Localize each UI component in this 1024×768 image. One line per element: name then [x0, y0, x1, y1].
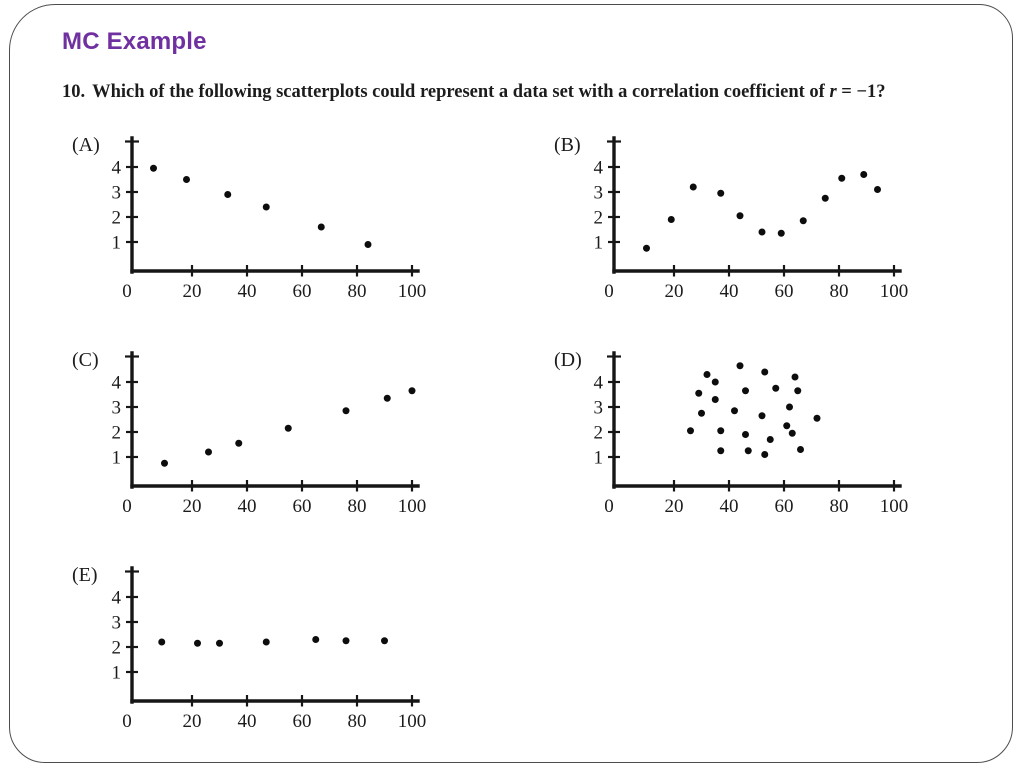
- svg-text:100: 100: [398, 711, 427, 732]
- svg-text:80: 80: [348, 711, 367, 732]
- svg-text:100: 100: [398, 281, 427, 302]
- scatterplot-b: (B) 1 2 3 4 0 20 40 60 80 100: [544, 130, 916, 312]
- svg-text:80: 80: [348, 281, 367, 302]
- svg-text:4: 4: [112, 588, 122, 609]
- svg-text:40: 40: [720, 496, 739, 517]
- scatterplot-e: (E) 1 2 3 4 0 20 40 60 80 100: [62, 560, 434, 742]
- svg-text:100: 100: [880, 281, 909, 302]
- svg-text:1: 1: [112, 663, 122, 684]
- page-title: MC Example: [62, 28, 207, 55]
- svg-text:60: 60: [293, 711, 312, 732]
- svg-text:2: 2: [594, 423, 604, 444]
- scatterplot-e-label: (E): [72, 564, 98, 586]
- scatterplot-c: (C) 1 2 3 4 0 20 40 60 80 100: [62, 345, 434, 527]
- svg-text:20: 20: [183, 281, 202, 302]
- svg-text:1: 1: [112, 233, 122, 254]
- svg-text:20: 20: [183, 711, 202, 732]
- svg-text:4: 4: [594, 373, 604, 394]
- svg-text:2: 2: [112, 208, 122, 229]
- correlation-value: = −1?: [836, 82, 886, 102]
- svg-text:0: 0: [604, 281, 614, 302]
- scatterplot-d: (D) 1 2 3 4 0 20 40 60 80 100: [544, 345, 916, 527]
- svg-text:3: 3: [112, 183, 122, 204]
- correlation-variable: r: [829, 82, 837, 102]
- svg-text:80: 80: [348, 496, 367, 517]
- svg-text:20: 20: [665, 496, 684, 517]
- svg-text:3: 3: [112, 613, 122, 634]
- svg-text:4: 4: [594, 158, 604, 179]
- svg-text:60: 60: [293, 496, 312, 517]
- svg-text:20: 20: [183, 496, 202, 517]
- svg-text:4: 4: [112, 158, 122, 179]
- svg-text:1: 1: [112, 448, 122, 469]
- svg-text:0: 0: [122, 711, 132, 732]
- svg-text:60: 60: [775, 496, 794, 517]
- scatterplot-a-label: (A): [72, 134, 100, 156]
- svg-text:40: 40: [238, 496, 257, 517]
- svg-text:60: 60: [293, 281, 312, 302]
- svg-text:3: 3: [112, 398, 122, 419]
- question-number: 10.: [62, 82, 86, 102]
- svg-text:1: 1: [594, 233, 604, 254]
- question-text: 10. Which of the following scatterplots c…: [62, 82, 1002, 103]
- svg-text:3: 3: [594, 398, 604, 419]
- svg-text:40: 40: [238, 711, 257, 732]
- svg-text:100: 100: [880, 496, 909, 517]
- svg-text:60: 60: [775, 281, 794, 302]
- svg-text:2: 2: [112, 638, 122, 659]
- svg-text:40: 40: [238, 281, 257, 302]
- svg-text:0: 0: [122, 496, 132, 517]
- svg-text:80: 80: [830, 496, 849, 517]
- scatterplot-a: (A) 1 2 3 4 0 20 40 60 80 100: [62, 130, 434, 312]
- svg-text:40: 40: [720, 281, 739, 302]
- svg-text:3: 3: [594, 183, 604, 204]
- svg-text:2: 2: [594, 208, 604, 229]
- svg-text:0: 0: [604, 496, 614, 517]
- svg-text:2: 2: [112, 423, 122, 444]
- svg-text:20: 20: [665, 281, 684, 302]
- svg-text:1: 1: [594, 448, 604, 469]
- scatterplot-d-label: (D): [554, 349, 582, 371]
- svg-text:4: 4: [112, 373, 122, 394]
- svg-text:80: 80: [830, 281, 849, 302]
- svg-text:100: 100: [398, 496, 427, 517]
- question-body: Which of the following scatterplots coul…: [92, 82, 830, 102]
- scatterplot-c-label: (C): [72, 349, 99, 371]
- svg-text:0: 0: [122, 281, 132, 302]
- scatterplot-b-label: (B): [554, 134, 581, 156]
